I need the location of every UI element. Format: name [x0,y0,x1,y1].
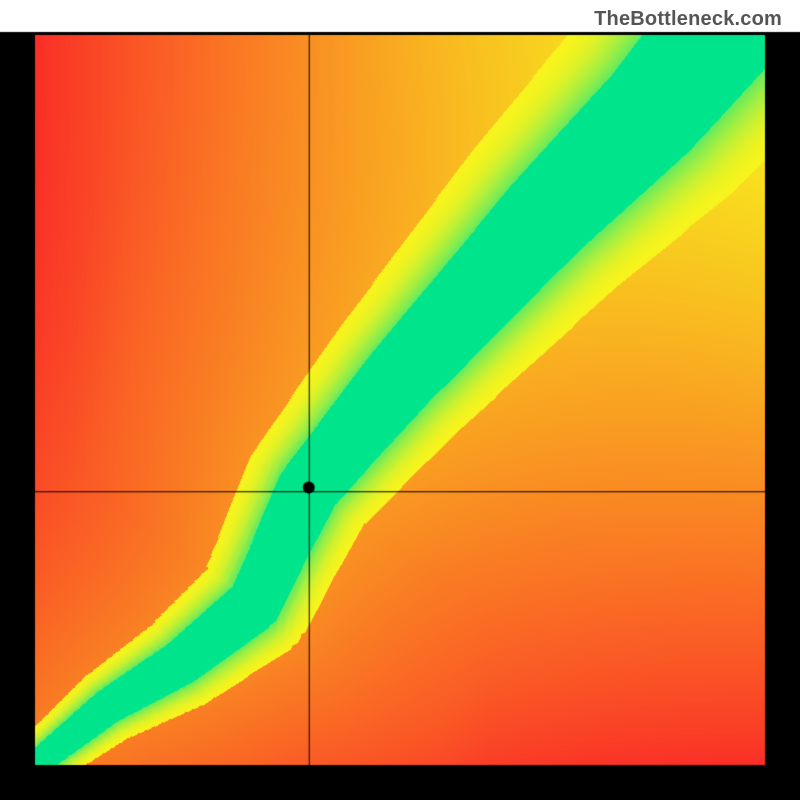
heatmap-canvas [0,0,800,800]
chart-container: TheBottleneck.com [0,0,800,800]
watermark-text: TheBottleneck.com [594,8,782,31]
